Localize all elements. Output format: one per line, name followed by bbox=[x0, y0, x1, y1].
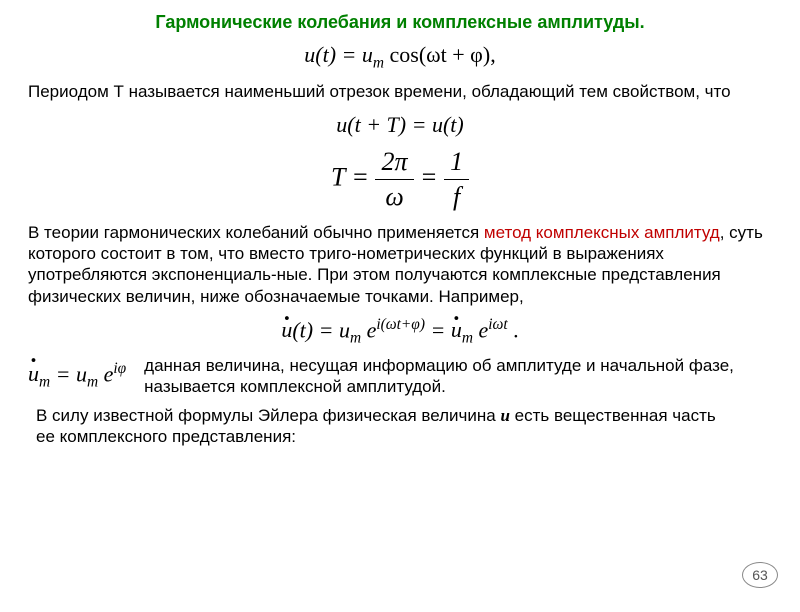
highlight-method: метод комплексных амплитуд bbox=[484, 223, 720, 242]
equation-2: u(t + T) = u(t) bbox=[0, 111, 800, 140]
paragraph-euler: В силу известной формулы Эйлера физическ… bbox=[36, 405, 730, 448]
equation-1: u(t) = um cos(ωt + φ), bbox=[0, 41, 800, 73]
row-complex-amplitude: um = um eiφ данная величина, несущая инф… bbox=[28, 355, 772, 398]
paragraph-complex-method: В теории гармонических колебаний обычно … bbox=[28, 222, 772, 307]
page-number: 63 bbox=[742, 562, 778, 588]
paragraph-amplitude-def: данная величина, несущая информацию об а… bbox=[144, 355, 772, 398]
equation-3: T = 2πω = 1f bbox=[0, 145, 800, 214]
page-title: Гармонические колебания и комплексные ам… bbox=[0, 12, 800, 33]
paragraph-period-def: Периодом Т называется наименьший отрезок… bbox=[28, 81, 772, 102]
equation-5: um = um eiφ bbox=[28, 360, 126, 392]
equation-4: u(t) = um ei(ωt+φ) = um eiωt . bbox=[0, 315, 800, 349]
